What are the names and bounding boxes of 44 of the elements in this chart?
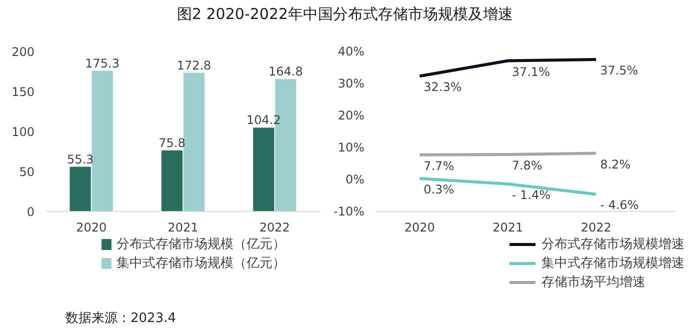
y-tick-label: 0 <box>26 205 35 219</box>
bar <box>253 128 274 212</box>
y-tick-label: 0% <box>345 172 365 186</box>
x-tick-label: 2021 <box>168 220 198 234</box>
y-tick-label: 30% <box>338 76 364 90</box>
y-tick-label: 150 <box>12 85 34 99</box>
legend-label: 分布式存储市场规模增速 <box>542 237 684 252</box>
bar <box>183 72 205 212</box>
text: - 4.6% <box>600 198 639 212</box>
y-tick-label: 10% <box>338 140 364 154</box>
y-tick-label: 200 <box>12 45 34 59</box>
text: 7.8% <box>512 158 542 173</box>
bar <box>161 150 183 212</box>
y-tick-label: 40% <box>338 44 364 58</box>
text: 32.3% <box>424 80 462 94</box>
x-tick-label: 2020 <box>76 220 107 234</box>
x-tick-label: 2022 <box>259 220 290 234</box>
text: 37.1% <box>512 64 550 79</box>
text: 0.3% <box>424 182 454 197</box>
legend-label: 分布式存储市场规模（亿元） <box>116 237 286 252</box>
bar <box>70 166 91 212</box>
legend-label: 存储市场平均增速 <box>542 275 646 290</box>
legend-label: 集中式存储市场规模增速 <box>542 256 684 271</box>
x-tick-label: 2020 <box>404 220 435 234</box>
x-tick-label: 2022 <box>580 220 612 234</box>
data-label: 175.3 <box>85 56 120 70</box>
data-label: 75.8 <box>158 136 186 150</box>
data-label: 172.8 <box>176 58 212 72</box>
text: - 1.4% <box>512 188 550 202</box>
data-label: 164.8 <box>268 64 303 79</box>
y-tick-label: 50 <box>19 165 35 179</box>
data-label: 55.3 <box>66 152 94 166</box>
source-note: 数据来源：2023.4 <box>66 311 176 326</box>
legend-label: 集中式存储市场规模（亿元） <box>116 256 286 271</box>
bar <box>92 70 113 212</box>
y-tick-label: -10% <box>334 204 365 218</box>
text: 8.2% <box>600 157 631 172</box>
chart-title: 图2 2020-2022年中国分布式存储市场规模及增速 <box>176 4 514 25</box>
x-tick-label: 2021 <box>492 220 524 234</box>
y-tick-label: 20% <box>338 108 364 122</box>
y-tick-label: 100 <box>12 125 34 139</box>
data-label: 104.2 <box>246 113 281 128</box>
text: 7.7% <box>424 158 454 173</box>
text: 37.5% <box>600 64 638 78</box>
